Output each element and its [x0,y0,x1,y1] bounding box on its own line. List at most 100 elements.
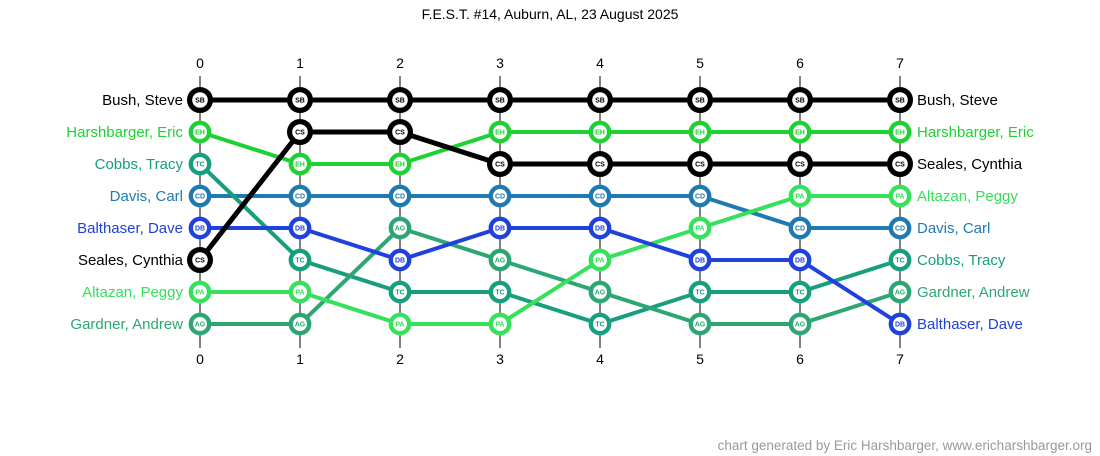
player-line-AG [198,225,902,326]
player-node-CD-round-1 [288,184,312,208]
player-node-initials: CD [195,194,205,201]
player-node-PA-round-4 [588,248,612,272]
player-node-TC-round-7 [888,248,912,272]
round-tick-top: 6 [796,55,804,71]
player-node-PA-round-7 [888,184,912,208]
round-tick-bottom: 7 [896,351,904,367]
player-node-AG-round-6 [788,312,812,336]
player-node-TC-round-2 [388,280,412,304]
player-node-AG-round-3 [488,248,512,272]
player-node-AG-round-0 [188,312,212,336]
player-node-CS-round-7 [886,151,913,178]
player-node-initials: CS [695,162,705,169]
player-node-initials: CD [295,194,305,201]
player-label-left-DB: Balthaser, Dave [77,220,183,237]
player-node-initials: PA [395,322,404,329]
player-node-PA-round-2 [388,312,412,336]
player-node-initials: PA [595,258,604,265]
player-node-SB-round-7 [886,86,913,113]
player-node-initials: SB [395,98,405,105]
player-label-left-PA: Altazan, Peggy [82,284,183,301]
player-node-TC-round-3 [488,280,512,304]
player-node-CS-round-0 [187,247,214,274]
player-node-initials: CS [595,162,605,169]
player-node-EH-round-3 [488,120,512,144]
player-node-CD-round-7 [888,216,912,240]
player-node-initials: DB [595,226,605,233]
player-node-initials: SB [195,98,205,105]
player-node-TC-round-6 [788,280,812,304]
player-node-DB-round-7 [888,312,912,336]
player-node-initials: CS [395,130,405,137]
player-node-initials: EH [395,162,405,169]
player-node-initials: CS [295,130,305,137]
player-node-initials: CS [495,162,505,169]
player-node-initials: EH [295,162,305,169]
round-tick-bottom: 1 [296,351,304,367]
player-node-initials: TC [295,258,304,265]
round-tick-top: 1 [296,55,304,71]
player-node-TC-round-0 [188,152,212,176]
round-tick-top: 3 [496,55,504,71]
player-line-DB [198,226,902,326]
player-node-initials: CD [795,226,805,233]
player-node-initials: CD [695,194,705,201]
player-node-CS-round-5 [686,151,713,178]
player-node-SB-round-0 [187,86,214,113]
player-node-initials: DB [795,258,805,265]
player-node-initials: PA [895,194,904,201]
player-label-right-CS: Seales, Cynthia [917,156,1023,173]
player-label-left-AG: Gardner, Andrew [70,316,183,333]
player-node-SB-round-6 [786,86,813,113]
player-node-initials: DB [895,322,905,329]
player-node-initials: SB [695,98,705,105]
player-node-SB-round-1 [287,86,314,113]
player-node-SB-round-4 [586,86,613,113]
footer-credit: chart generated by Eric Harshbarger, www… [717,438,1092,453]
player-node-initials: TC [495,290,504,297]
player-node-SB-round-3 [487,86,514,113]
player-node-CS-round-2 [387,118,414,145]
player-node-initials: EH [795,130,805,137]
player-node-EH-round-6 [788,120,812,144]
player-node-initials: TC [895,258,904,265]
player-node-initials: EH [195,130,205,137]
player-node-initials: DB [295,226,305,233]
player-node-initials: AG [895,290,906,297]
player-node-SB-round-5 [686,86,713,113]
player-node-initials: CS [895,162,905,169]
player-label-right-PA: Altazan, Peggy [917,188,1018,205]
round-tick-bottom: 2 [396,351,404,367]
round-tick-bottom: 5 [696,351,704,367]
player-label-right-TC: Cobbs, Tracy [917,252,1006,269]
player-node-PA-round-0 [188,280,212,304]
player-label-left-SB: Bush, Steve [102,92,183,109]
player-node-AG-round-4 [588,280,612,304]
player-node-CD-round-4 [588,184,612,208]
chart-title: F.E.S.T. #14, Auburn, AL, 23 August 2025 [421,6,679,22]
player-line-CD [198,194,902,230]
round-tick-top: 4 [596,55,604,71]
player-node-initials: PA [695,226,704,233]
player-node-CS-round-1 [287,118,314,145]
player-node-DB-round-6 [788,248,812,272]
player-node-AG-round-7 [888,280,912,304]
player-node-initials: DB [495,226,505,233]
player-node-PA-round-1 [288,280,312,304]
player-node-EH-round-7 [888,120,912,144]
player-node-initials: EH [695,130,705,137]
player-node-initials: CD [495,194,505,201]
player-node-EH-round-0 [188,120,212,144]
player-line-TC [198,162,902,327]
player-node-CS-round-3 [487,151,514,178]
player-node-PA-round-5 [688,216,712,240]
player-label-right-DB: Balthaser, Dave [917,316,1023,333]
round-tick-bottom: 3 [496,351,504,367]
player-node-initials: DB [195,226,205,233]
player-node-initials: EH [895,130,905,137]
player-node-initials: AG [195,322,206,329]
player-label-right-SB: Bush, Steve [917,92,998,109]
player-node-CD-round-0 [188,184,212,208]
